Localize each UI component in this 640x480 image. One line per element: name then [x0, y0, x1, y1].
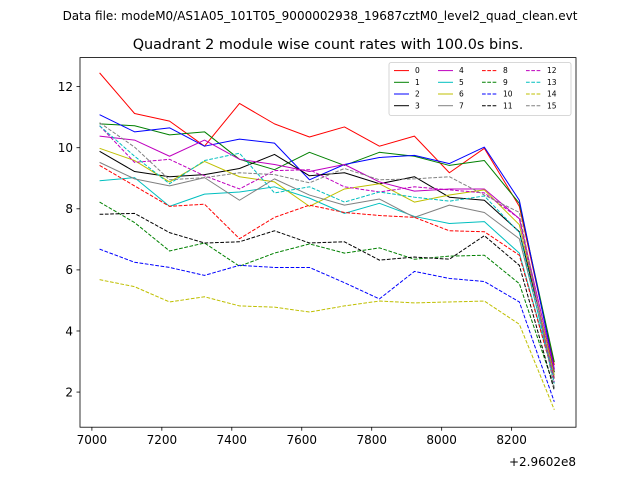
y-tick-label: 8 [65, 202, 73, 216]
x-tick-label: 7200 [147, 433, 178, 447]
legend-label: 0 [415, 66, 420, 75]
chart-title: Quadrant 2 module wise count rates with … [133, 37, 524, 53]
legend-item-5: 5 [438, 78, 464, 87]
series-line-8 [99, 164, 555, 380]
legend-item-4: 4 [438, 66, 464, 75]
legend-label: 10 [503, 90, 513, 99]
series-line-11 [99, 212, 555, 391]
series-line-1 [99, 123, 555, 363]
y-tick-label: 4 [65, 324, 73, 338]
series-line-2 [99, 114, 555, 370]
series-line-7 [99, 161, 555, 378]
legend-item-14: 14 [526, 90, 557, 99]
series-line-10 [99, 248, 555, 403]
legend-label: 15 [547, 101, 557, 110]
series-line-15 [99, 122, 555, 389]
x-tick-label: 8200 [496, 433, 527, 447]
legend-item-3: 3 [394, 101, 420, 110]
plot-frame [79, 57, 577, 428]
legend-item-2: 2 [394, 90, 420, 99]
legend-item-12: 12 [526, 66, 557, 75]
legend-label: 4 [459, 66, 464, 75]
x-tick-label: 8000 [426, 433, 457, 447]
legend-box [388, 62, 572, 116]
legend-item-6: 6 [438, 90, 464, 99]
x-tick-label: 7600 [286, 433, 317, 447]
legend-item-1: 1 [394, 78, 420, 87]
legend-item-15: 15 [526, 101, 557, 110]
legend-item-10: 10 [482, 90, 513, 99]
legend-label: 11 [503, 101, 513, 110]
series-line-4 [99, 135, 555, 371]
series-line-9 [99, 201, 555, 388]
legend-item-0: 0 [394, 66, 420, 75]
series-line-14 [99, 279, 555, 410]
suptitle: Data file: modeM0/AS1A05_101T05_90000029… [63, 9, 578, 23]
y-axis: 2 4 6 8 10 12 [58, 80, 80, 399]
legend-label: 13 [547, 78, 557, 87]
series-line-0 [99, 72, 555, 366]
y-tick-label: 12 [58, 80, 73, 94]
series-line-6 [99, 147, 555, 376]
legend-item-9: 9 [482, 78, 508, 87]
legend-item-8: 8 [482, 66, 508, 75]
x-offset-label: +2.9602e8 [509, 455, 576, 469]
y-tick-label: 10 [58, 141, 73, 155]
legend-label: 1 [415, 78, 420, 87]
y-tick-label: 6 [65, 263, 73, 277]
legend-label: 6 [459, 90, 464, 99]
series-line-5 [99, 177, 555, 379]
x-axis: 7000 7200 7400 7600 7800 8000 8200 [77, 427, 527, 447]
x-tick-label: 7400 [217, 433, 248, 447]
legend-label: 14 [547, 90, 557, 99]
series-line-3 [99, 150, 555, 373]
legend-label: 3 [415, 101, 420, 110]
legend-item-7: 7 [438, 101, 464, 110]
legend-label: 5 [459, 78, 464, 87]
x-tick-label: 7800 [356, 433, 387, 447]
legend-label: 9 [503, 78, 508, 87]
x-tick-label: 7000 [77, 433, 108, 447]
series-layer [99, 72, 555, 410]
legend-item-13: 13 [526, 78, 557, 87]
legend-label: 12 [547, 66, 557, 75]
legend-label: 7 [459, 101, 464, 110]
legend-label: 2 [415, 90, 420, 99]
legend-item-11: 11 [482, 101, 513, 110]
legend-label: 8 [503, 66, 508, 75]
y-tick-label: 2 [65, 385, 73, 399]
